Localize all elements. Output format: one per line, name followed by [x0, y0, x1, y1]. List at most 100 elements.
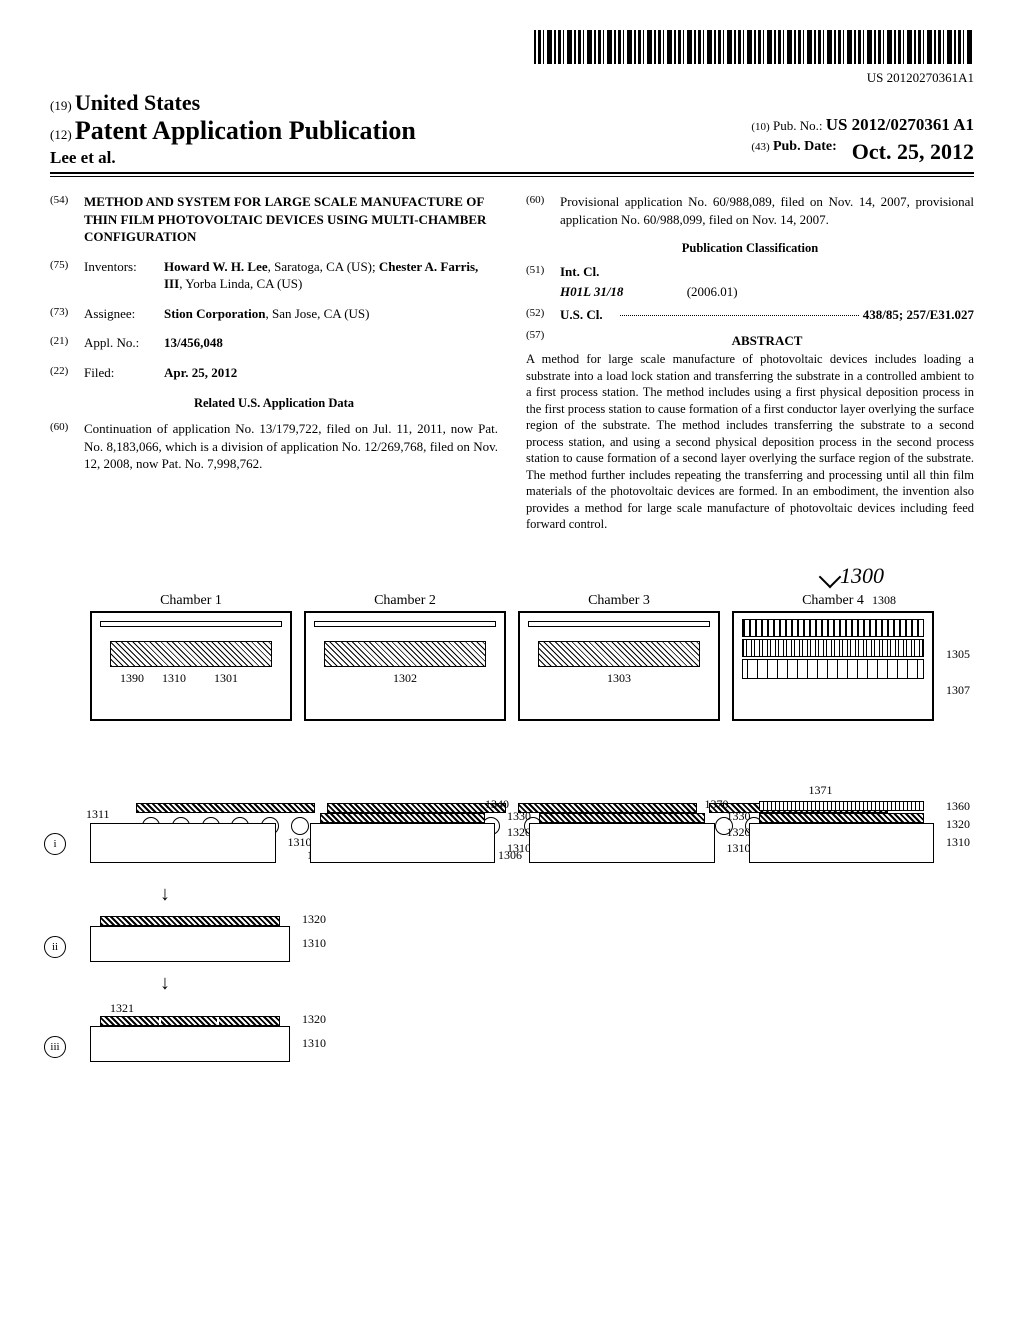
pub-date-label: Pub. Date:	[773, 139, 837, 154]
step-block-3-hatch	[539, 813, 705, 823]
barcode-number: US 20120270361A1	[50, 70, 974, 86]
arrow-2: ↓	[160, 972, 360, 995]
step-block-4: 1370 1371 1360 1320 1310	[749, 823, 935, 863]
chamber-4-internals	[742, 619, 924, 713]
chamber-3-mid	[538, 641, 700, 667]
chamber-4-grill-mid	[742, 639, 924, 657]
filed-label: Filed:	[84, 364, 164, 382]
roman-iii: iii	[44, 1036, 66, 1058]
related-heading: Related U.S. Application Data	[50, 395, 498, 412]
left-vertical-steps: ↓ ii 1320 1310 ↓ 1321 iii 1320 1310	[90, 903, 290, 1098]
label-1370: 1370	[705, 797, 729, 812]
label-1310-a: 1310	[288, 835, 312, 850]
pub-type: Patent Application Publication	[75, 116, 416, 145]
inventors-code: (75)	[50, 258, 84, 293]
chamber-2-mid	[324, 641, 486, 667]
ch1-label-1301: 1301	[212, 671, 240, 686]
chamber-2: Chamber 2 1302	[304, 611, 506, 721]
step-block-1: i 1311 1310	[90, 823, 276, 863]
abstract-body: A method for large scale manufacture of …	[526, 351, 974, 533]
label-1340: 1340	[485, 797, 509, 812]
chamber-2-title: Chamber 2	[374, 593, 436, 609]
step-block-2-hatch	[320, 813, 486, 823]
title-row: (54) METHOD AND SYSTEM FOR LARGE SCALE M…	[50, 193, 498, 246]
ch2-label-1302: 1302	[391, 671, 419, 686]
applno-value: 13/456,048	[164, 334, 498, 352]
label-1320-c: 1320	[727, 825, 751, 840]
header-rule	[50, 176, 974, 177]
provisional-code: (60)	[526, 193, 560, 228]
left-step-iii-seg	[100, 1016, 280, 1026]
step-block-4-extra	[759, 801, 925, 811]
country-code: (19)	[50, 98, 72, 113]
abstract-head-row: (57) ABSTRACT	[526, 328, 974, 350]
label-1321: 1321	[110, 1001, 310, 1016]
figure-ref-tick	[819, 565, 842, 588]
uscl-row: (52) U.S. Cl. 438/85; 257/E31.027	[526, 306, 974, 324]
label-1310-b: 1310	[507, 841, 531, 856]
ch3-label-1303: 1303	[605, 671, 633, 686]
chamber-4-grill-top	[742, 619, 924, 637]
body-columns: (54) METHOD AND SYSTEM FOR LARGE SCALE M…	[50, 193, 974, 533]
figure-reference: 1300	[822, 563, 884, 589]
header-left: (19) United States (12) Patent Applicati…	[50, 90, 416, 168]
chamber-1-mid	[110, 641, 272, 667]
pub-no: US 2012/0270361 A1	[826, 115, 974, 134]
uscl-code: (52)	[526, 306, 560, 324]
chamber-row: Chamber 1 1390 1310 1301 Chamber 2 1302 …	[90, 611, 934, 721]
barcode-graphic	[534, 30, 974, 64]
step-block-1-body	[90, 823, 276, 863]
assignee-value: Stion Corporation, San Jose, CA (US)	[164, 305, 498, 323]
left-step-ii-hatch	[100, 916, 280, 926]
chamber-1: Chamber 1 1390 1310 1301	[90, 611, 292, 721]
chamber-4-wave	[742, 659, 924, 679]
chamber-4: Chamber 4 1305 1307 1308	[732, 611, 934, 721]
label-1310-c: 1310	[727, 841, 751, 856]
pub-no-label: Pub. No.:	[773, 118, 822, 133]
invention-title: METHOD AND SYSTEM FOR LARGE SCALE MANUFA…	[84, 193, 498, 246]
inventors-label: Inventors:	[84, 258, 164, 293]
left-column: (54) METHOD AND SYSTEM FOR LARGE SCALE M…	[50, 193, 498, 533]
left-step-iii-body	[90, 1026, 290, 1062]
figure-area: 1300 Chamber 1 1390 1310 1301 Chamber 2 …	[50, 563, 974, 1103]
label-1320-iii: 1320	[302, 1012, 326, 1027]
label-1310-ii: 1310	[302, 936, 326, 951]
arrow-1: ↓	[160, 883, 360, 906]
label-1371: 1371	[809, 783, 833, 798]
country: United States	[75, 90, 200, 115]
intcl-label: Int. Cl.	[560, 263, 616, 281]
pubclass-heading: Publication Classification	[526, 240, 974, 257]
label-1360: 1360	[946, 799, 970, 814]
abstract-code: (57)	[526, 328, 560, 350]
provisional-text: Provisional application No. 60/988,089, …	[560, 193, 974, 228]
label-1330-c: 1330	[727, 809, 751, 824]
pub-no-code: (10)	[751, 121, 769, 133]
related-code: (60)	[50, 420, 84, 473]
ch4-label-1305: 1305	[946, 647, 970, 662]
label-1311: 1311	[86, 807, 110, 822]
barcode-region: US 20120270361A1	[50, 30, 974, 86]
intcl-row: (51) Int. Cl.	[526, 263, 974, 281]
step-block-3: 1340 1330 1320 1310	[529, 823, 715, 863]
chambers-diagram: Chamber 1 1390 1310 1301 Chamber 2 1302 …	[90, 611, 934, 801]
chamber-1-rail	[100, 621, 282, 627]
filed-value: Apr. 25, 2012	[164, 364, 498, 382]
header-right: (10) Pub. No.: US 2012/0270361 A1 (43) P…	[751, 113, 974, 168]
ch4-label-1308: 1308	[872, 593, 896, 608]
ch4-label-1307: 1307	[946, 683, 970, 698]
roman-ii: ii	[44, 936, 66, 958]
pub-type-code: (12)	[50, 127, 72, 142]
label-1330-b: 1330	[507, 809, 531, 824]
chamber-3-rail	[528, 621, 710, 627]
chamber-4-title: Chamber 4	[802, 593, 864, 609]
step-block-4-body	[749, 823, 935, 863]
label-1320-ii: 1320	[302, 912, 326, 927]
ch1-label-1390: 1390	[118, 671, 146, 686]
chamber-3-title: Chamber 3	[588, 593, 650, 609]
right-column: (60) Provisional application No. 60/988,…	[526, 193, 974, 533]
related-row: (60) Continuation of application No. 13/…	[50, 420, 498, 473]
title-code: (54)	[50, 193, 84, 246]
chamber-3: Chamber 3 1303	[518, 611, 720, 721]
intcl-code: (51)	[526, 263, 560, 281]
filed-row: (22) Filed: Apr. 25, 2012	[50, 364, 498, 382]
